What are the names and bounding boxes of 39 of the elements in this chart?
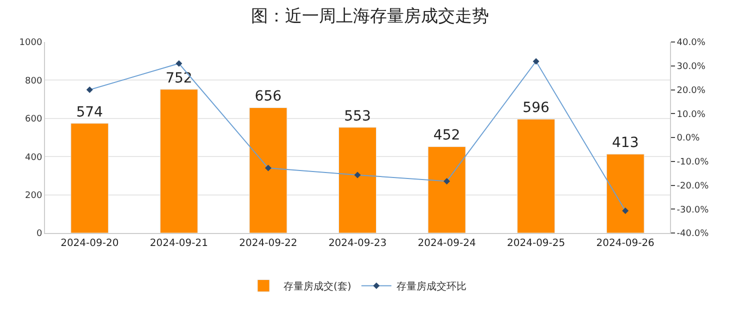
y2-tick-label: -20.0% xyxy=(676,181,710,192)
bar xyxy=(606,154,644,233)
y-tick-label: 1000 xyxy=(19,38,42,48)
y-tick-label: 600 xyxy=(25,114,42,125)
x-tick-label: 2024-09-26 xyxy=(596,238,654,249)
y2-tick-label: 20.0% xyxy=(676,86,706,96)
x-tick-label: 2024-09-24 xyxy=(418,238,476,249)
y-tick-label: 400 xyxy=(25,152,42,163)
legend-label: 存量房成交环比 xyxy=(396,280,466,293)
y2-tick-label: 30.0% xyxy=(676,62,706,72)
legend-label: 存量房成交(套) xyxy=(284,280,352,293)
x-tick-label: 2024-09-23 xyxy=(328,238,387,249)
bar xyxy=(160,89,198,233)
y2-tick-label: -40.0% xyxy=(676,229,710,240)
data-label: 752 xyxy=(166,70,192,86)
bar xyxy=(517,118,556,233)
y-tick-label: 200 xyxy=(25,190,42,201)
data-label: 413 xyxy=(612,135,639,152)
data-label: 452 xyxy=(433,128,460,144)
bar xyxy=(70,123,109,233)
x-tick-label: 2024-09-22 xyxy=(239,238,298,249)
y-tick-label: 800 xyxy=(25,76,42,86)
data-label: 553 xyxy=(344,108,371,124)
y2-tick-label: 10.0% xyxy=(676,110,706,120)
data-label: 574 xyxy=(76,104,104,120)
data-label: 596 xyxy=(522,100,550,116)
data-label: 656 xyxy=(254,88,282,105)
bar xyxy=(338,127,376,233)
x-tick-label: 2024-09-25 xyxy=(507,238,566,249)
x-tick-label: 2024-09-20 xyxy=(60,238,119,249)
y-tick-label: 0 xyxy=(36,229,42,240)
bar xyxy=(249,107,288,233)
y2-tick-label: -10.0% xyxy=(676,158,710,168)
chart-title: 图：近一周上海存量房成交走势 xyxy=(251,6,489,26)
x-tick-label: 2024-09-21 xyxy=(150,238,208,249)
y2-tick-label: -30.0% xyxy=(676,205,710,216)
y2-tick-label: 40.0% xyxy=(676,38,706,48)
bar xyxy=(428,146,466,233)
y2-tick-label: 0.0% xyxy=(676,134,700,144)
